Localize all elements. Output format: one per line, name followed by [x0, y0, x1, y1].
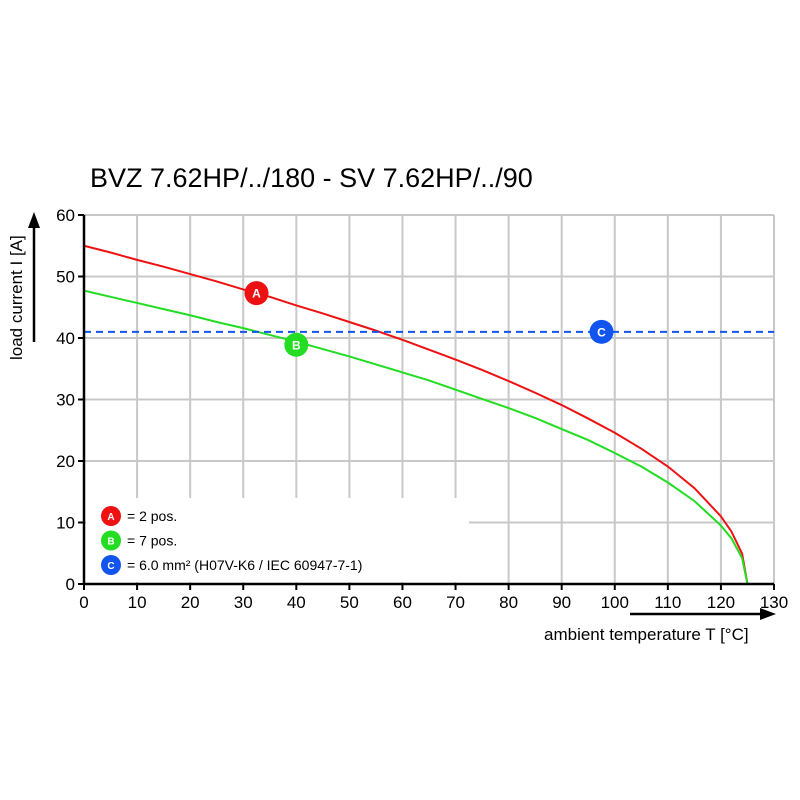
y-tick-label: 50 [56, 268, 75, 287]
x-tick-label: 60 [393, 593, 412, 612]
legend-marker-C-circle [101, 555, 121, 575]
legend-marker-C-letter: C [107, 561, 114, 572]
y-axis-arrow-head-icon [28, 212, 40, 228]
legend-text-A: = 2 pos. [127, 508, 177, 524]
series-C-marker-letter: C [597, 325, 606, 339]
x-axis-label: ambient temperature T [°C] [544, 625, 749, 644]
x-tick-label: 100 [601, 593, 629, 612]
legend-marker-A-circle [101, 506, 121, 526]
legend-text-B: = 7 pos. [127, 533, 177, 549]
chart-title: BVZ 7.62HP/../180 - SV 7.62HP/../90 [90, 163, 533, 193]
x-tick-label: 110 [654, 593, 681, 612]
legend-marker-A-letter: A [107, 512, 114, 523]
series-A-line [83, 244, 749, 585]
series-A-marker-letter: A [252, 287, 261, 301]
y-tick-label: 20 [56, 452, 75, 471]
y-tick-label: 60 [56, 206, 75, 225]
y-tick-label: 10 [56, 514, 75, 533]
x-tick-label: 120 [707, 593, 735, 612]
series-B-marker-letter: B [292, 338, 301, 352]
y-tick-label: 30 [56, 391, 75, 410]
legend-background [86, 498, 469, 582]
series-B-marker-circle [284, 332, 309, 357]
legend-text-C: = 6.0 mm² (H07V-K6 / IEC 60947-7-1) [127, 557, 362, 573]
series-A-marker-circle [244, 281, 269, 306]
x-tick-label: 10 [128, 593, 147, 612]
y-tick-label: 0 [66, 575, 75, 594]
y-tick-label: 40 [56, 329, 75, 348]
x-tick-label: 30 [234, 593, 253, 612]
legend-marker-B-letter: B [107, 536, 114, 547]
series-C-marker-circle [589, 319, 614, 344]
x-tick-label: 40 [287, 593, 306, 612]
x-axis-arrow-head-icon [760, 608, 776, 620]
x-tick-label: 20 [181, 593, 200, 612]
x-tick-label: 50 [340, 593, 359, 612]
x-tick-label: 130 [760, 593, 788, 612]
series-B-line [83, 289, 749, 585]
x-tick-label: 80 [499, 593, 518, 612]
y-axis-label: load current I [A] [7, 235, 26, 360]
legend-marker-B-circle [101, 530, 121, 551]
x-tick-label: 90 [552, 593, 571, 612]
x-tick-label: 0 [79, 593, 88, 612]
x-tick-label: 70 [446, 593, 465, 612]
